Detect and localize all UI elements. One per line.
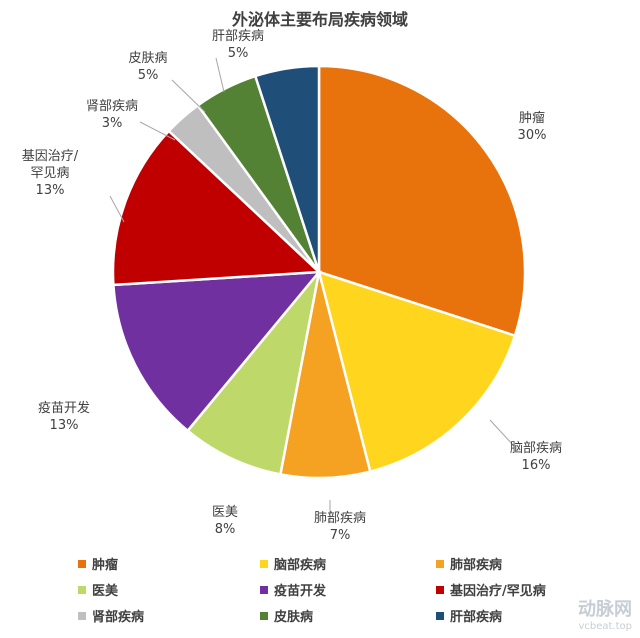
legend-label: 肝部疾病 (450, 610, 503, 625)
slice-label-0: 肿瘤 30% (518, 110, 547, 143)
leader-line-7 (171, 79, 206, 113)
legend-item-7: 皮肤病 (260, 606, 313, 625)
legend-swatch (78, 585, 86, 594)
legend-swatch (260, 559, 268, 568)
legend-label: 皮肤病 (274, 610, 314, 625)
watermark-url: vcbeat.top (578, 621, 632, 632)
pie-slice-5 (111, 129, 322, 287)
pie-chart: 肿瘤 30% 脑部疾病 16% 肺部疾病 7% 医美 8% 疫苗开发 13% 基因治疗/罕见病 13%… (22, 29, 562, 540)
leader-line-6 (139, 121, 176, 141)
pie-slice-1 (317, 270, 517, 474)
legend-label: 肾部疾病 (92, 610, 145, 625)
chart-title: 外泌体主要布局疾病领域 (231, 10, 408, 29)
slice-label-7: 皮肤病 5% (128, 51, 167, 83)
legend-item-6: 肾部疾病 (78, 606, 144, 625)
legend-item-1: 脑部疾病 (260, 554, 326, 573)
legend-swatch (436, 611, 444, 620)
slice-label-1: 脑部疾病 16% (510, 441, 562, 473)
watermark-logo: 动脉网 vcbeat.top (578, 595, 632, 632)
legend-item-8: 肝部疾病 (436, 606, 502, 625)
legend-label: 肺部疾病 (450, 558, 503, 573)
legend-swatch (78, 559, 86, 568)
legend-swatch (436, 559, 444, 568)
pie-slice-3 (185, 271, 321, 476)
legend-item-3: 医美 (78, 580, 118, 599)
leader-line-5 (109, 195, 125, 223)
legend-swatch (436, 585, 444, 594)
legend-swatch (260, 611, 268, 620)
pie-slice-0 (317, 64, 527, 338)
legend-label: 基因治疗/罕见病 (450, 584, 546, 599)
slice-label-4: 疫苗开发 13% (38, 400, 90, 433)
legend-item-0: 肿瘤 (78, 554, 118, 573)
leader-line-8 (215, 57, 225, 93)
pie-slice-8 (253, 64, 321, 273)
legend-label: 疫苗开发 (274, 584, 327, 599)
legend-item-2: 肺部疾病 (436, 554, 502, 573)
slice-label-8: 肝部疾病 5% (212, 29, 264, 61)
leader-line-1 (489, 419, 515, 447)
slice-label-3: 医美 8% (212, 505, 238, 537)
pie-slice-4 (112, 270, 322, 433)
legend-label: 脑部疾病 (274, 558, 327, 573)
legend-swatch (78, 611, 86, 620)
legend-swatch (260, 585, 268, 594)
legend-label: 医美 (92, 584, 119, 599)
watermark-text: 动脉网 (578, 599, 632, 620)
slice-label-6: 肾部疾病 3% (86, 99, 138, 131)
slice-label-5: 基因治疗/罕见病 13% (22, 149, 79, 198)
legend-item-5: 基因治疗/罕见病 (436, 580, 546, 599)
legend-label: 肿瘤 (92, 558, 119, 573)
legend-item-4: 疫苗开发 (260, 580, 326, 599)
slice-label-2: 肺部疾病 7% (314, 511, 366, 540)
